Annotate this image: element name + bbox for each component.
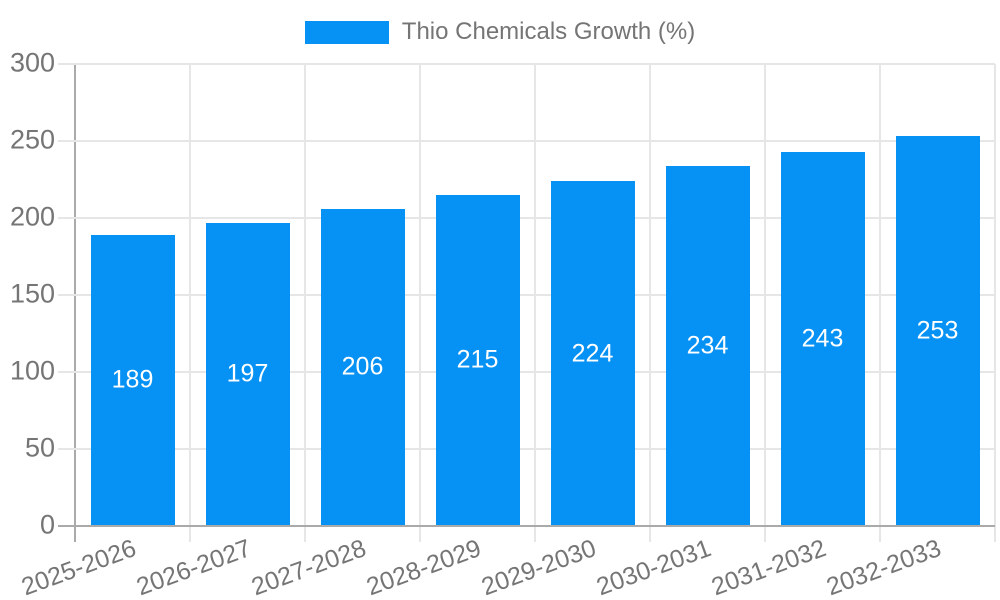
bar-value-label: 197 (226, 359, 269, 388)
bar[interactable] (780, 151, 865, 526)
y-axis-tick-label: 150 (9, 278, 55, 309)
x-axis-tick-label: 2030-2031 (592, 534, 715, 600)
plot-area: 0 50 100 150 200 250 300 189 2025-2026 197 2026-20… (10, 49, 996, 600)
legend-swatch (304, 20, 389, 44)
h-gridline (58, 448, 995, 450)
bar[interactable] (320, 208, 405, 526)
bar[interactable] (550, 181, 635, 526)
x-axis-tick-label: 2025-2026 (17, 534, 140, 600)
bar-value-label: 253 (916, 316, 959, 345)
y-axis-tick-label: 100 (9, 355, 55, 386)
bar[interactable] (895, 136, 980, 526)
chart-legend: Thio Chemicals Growth (%) (0, 20, 1000, 44)
x-axis-tick-label: 2029-2030 (477, 534, 600, 600)
v-gridline (879, 64, 881, 542)
x-axis-line (58, 525, 995, 527)
bar-value-label: 224 (571, 339, 614, 368)
h-gridline (58, 140, 995, 142)
legend-label: Thio Chemicals Growth (%) (401, 18, 696, 45)
y-axis-tick-label: 0 (39, 509, 55, 540)
y-axis-tick-label: 200 (9, 201, 55, 232)
v-gridline (649, 64, 651, 542)
x-axis-tick-label: 2032-2033 (822, 534, 945, 600)
bar-value-label: 234 (686, 331, 729, 360)
v-gridline (304, 64, 306, 542)
y-axis-line (74, 64, 76, 542)
x-axis-tick-label: 2031-2032 (707, 534, 830, 600)
h-gridline (58, 294, 995, 296)
bar[interactable] (205, 222, 290, 526)
bar-value-label: 206 (341, 352, 384, 381)
bar-value-label: 215 (456, 345, 499, 374)
v-gridline (764, 64, 766, 542)
bar-value-label: 189 (111, 365, 154, 394)
x-axis-tick-label: 2028-2029 (362, 534, 485, 600)
v-gridline (419, 64, 421, 542)
y-axis-tick-label: 250 (9, 124, 55, 155)
v-gridline (534, 64, 536, 542)
bar[interactable] (90, 234, 175, 526)
x-axis-tick-label: 2026-2027 (132, 534, 255, 600)
bar[interactable] (435, 194, 520, 526)
bar-value-label: 243 (801, 324, 844, 353)
h-gridline (58, 371, 995, 373)
bar[interactable] (665, 165, 750, 526)
y-axis-tick-label: 50 (24, 432, 55, 463)
v-gridline (189, 64, 191, 542)
y-axis-tick-label: 300 (9, 47, 55, 78)
v-gridline (994, 64, 996, 542)
x-axis-tick-label: 2027-2028 (247, 534, 370, 600)
h-gridline (58, 63, 995, 65)
h-gridline (58, 217, 995, 219)
